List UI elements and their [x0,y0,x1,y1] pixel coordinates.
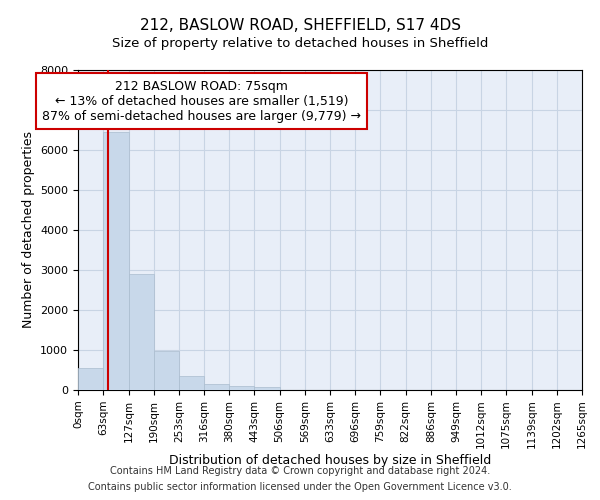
Bar [229,386,254,390]
X-axis label: Distribution of detached houses by size in Sheffield: Distribution of detached houses by size … [169,454,491,467]
Text: Contains HM Land Registry data © Crown copyright and database right 2024.: Contains HM Land Registry data © Crown c… [110,466,490,476]
Bar [204,384,229,390]
Text: Contains public sector information licensed under the Open Government Licence v3: Contains public sector information licen… [88,482,512,492]
Y-axis label: Number of detached properties: Number of detached properties [22,132,35,328]
Bar [103,132,128,390]
Bar [179,376,204,390]
Bar [154,351,179,390]
Bar [128,274,154,390]
Bar [254,387,280,390]
Text: 212, BASLOW ROAD, SHEFFIELD, S17 4DS: 212, BASLOW ROAD, SHEFFIELD, S17 4DS [139,18,461,32]
Text: Size of property relative to detached houses in Sheffield: Size of property relative to detached ho… [112,38,488,51]
Bar [78,368,103,390]
Text: 212 BASLOW ROAD: 75sqm
← 13% of detached houses are smaller (1,519)
87% of semi-: 212 BASLOW ROAD: 75sqm ← 13% of detached… [42,80,361,122]
